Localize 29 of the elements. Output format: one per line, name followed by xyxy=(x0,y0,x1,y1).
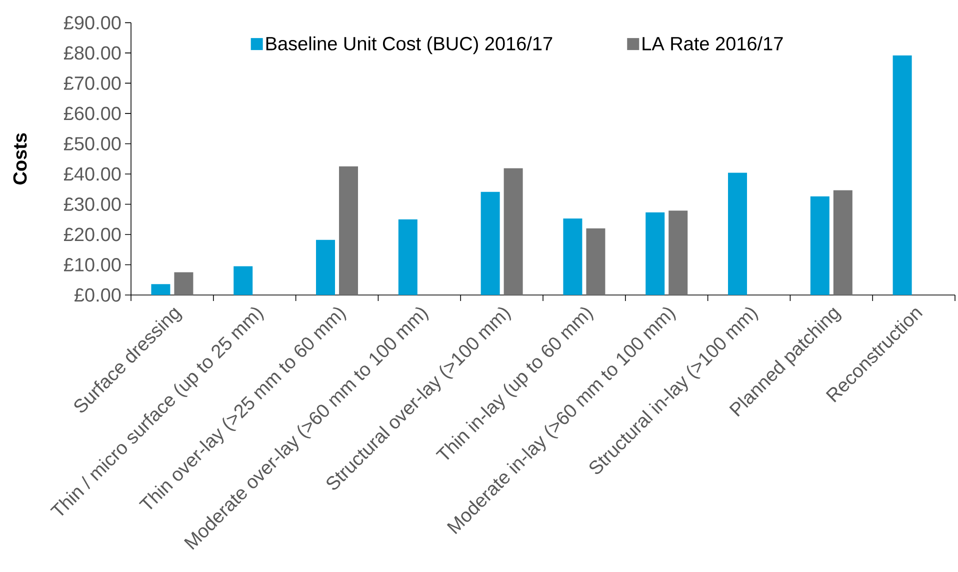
bar xyxy=(316,240,336,295)
bar xyxy=(480,192,500,295)
bar xyxy=(810,196,830,295)
bar xyxy=(339,166,358,295)
y-tick-label: £0.00 xyxy=(74,288,121,302)
y-tick-label: £50.00 xyxy=(64,136,121,150)
y-tick-label: £70.00 xyxy=(64,76,121,90)
bar xyxy=(234,266,253,295)
bar xyxy=(504,168,523,295)
bar xyxy=(668,210,688,295)
bar xyxy=(586,228,606,295)
y-tick-label: £20.00 xyxy=(64,228,121,242)
y-tick-label: £60.00 xyxy=(64,106,121,120)
bar xyxy=(646,212,665,295)
y-axis-title: Costs xyxy=(13,133,27,184)
bar xyxy=(174,272,194,295)
bar xyxy=(833,190,852,295)
bar xyxy=(563,218,582,295)
bar xyxy=(892,55,912,295)
y-tick-label: £90.00 xyxy=(64,16,121,30)
legend-label: Baseline Unit Cost (BUC) 2016/17 xyxy=(266,36,552,54)
y-tick-label: £80.00 xyxy=(64,46,121,60)
legend-label: LA Rate 2016/17 xyxy=(642,36,783,50)
y-tick-label: £10.00 xyxy=(64,258,121,272)
bar xyxy=(728,172,748,295)
bar xyxy=(398,219,418,295)
y-tick-label: £30.00 xyxy=(64,198,121,211)
y-tick-label: £40.00 xyxy=(64,167,121,181)
bar xyxy=(151,284,170,295)
